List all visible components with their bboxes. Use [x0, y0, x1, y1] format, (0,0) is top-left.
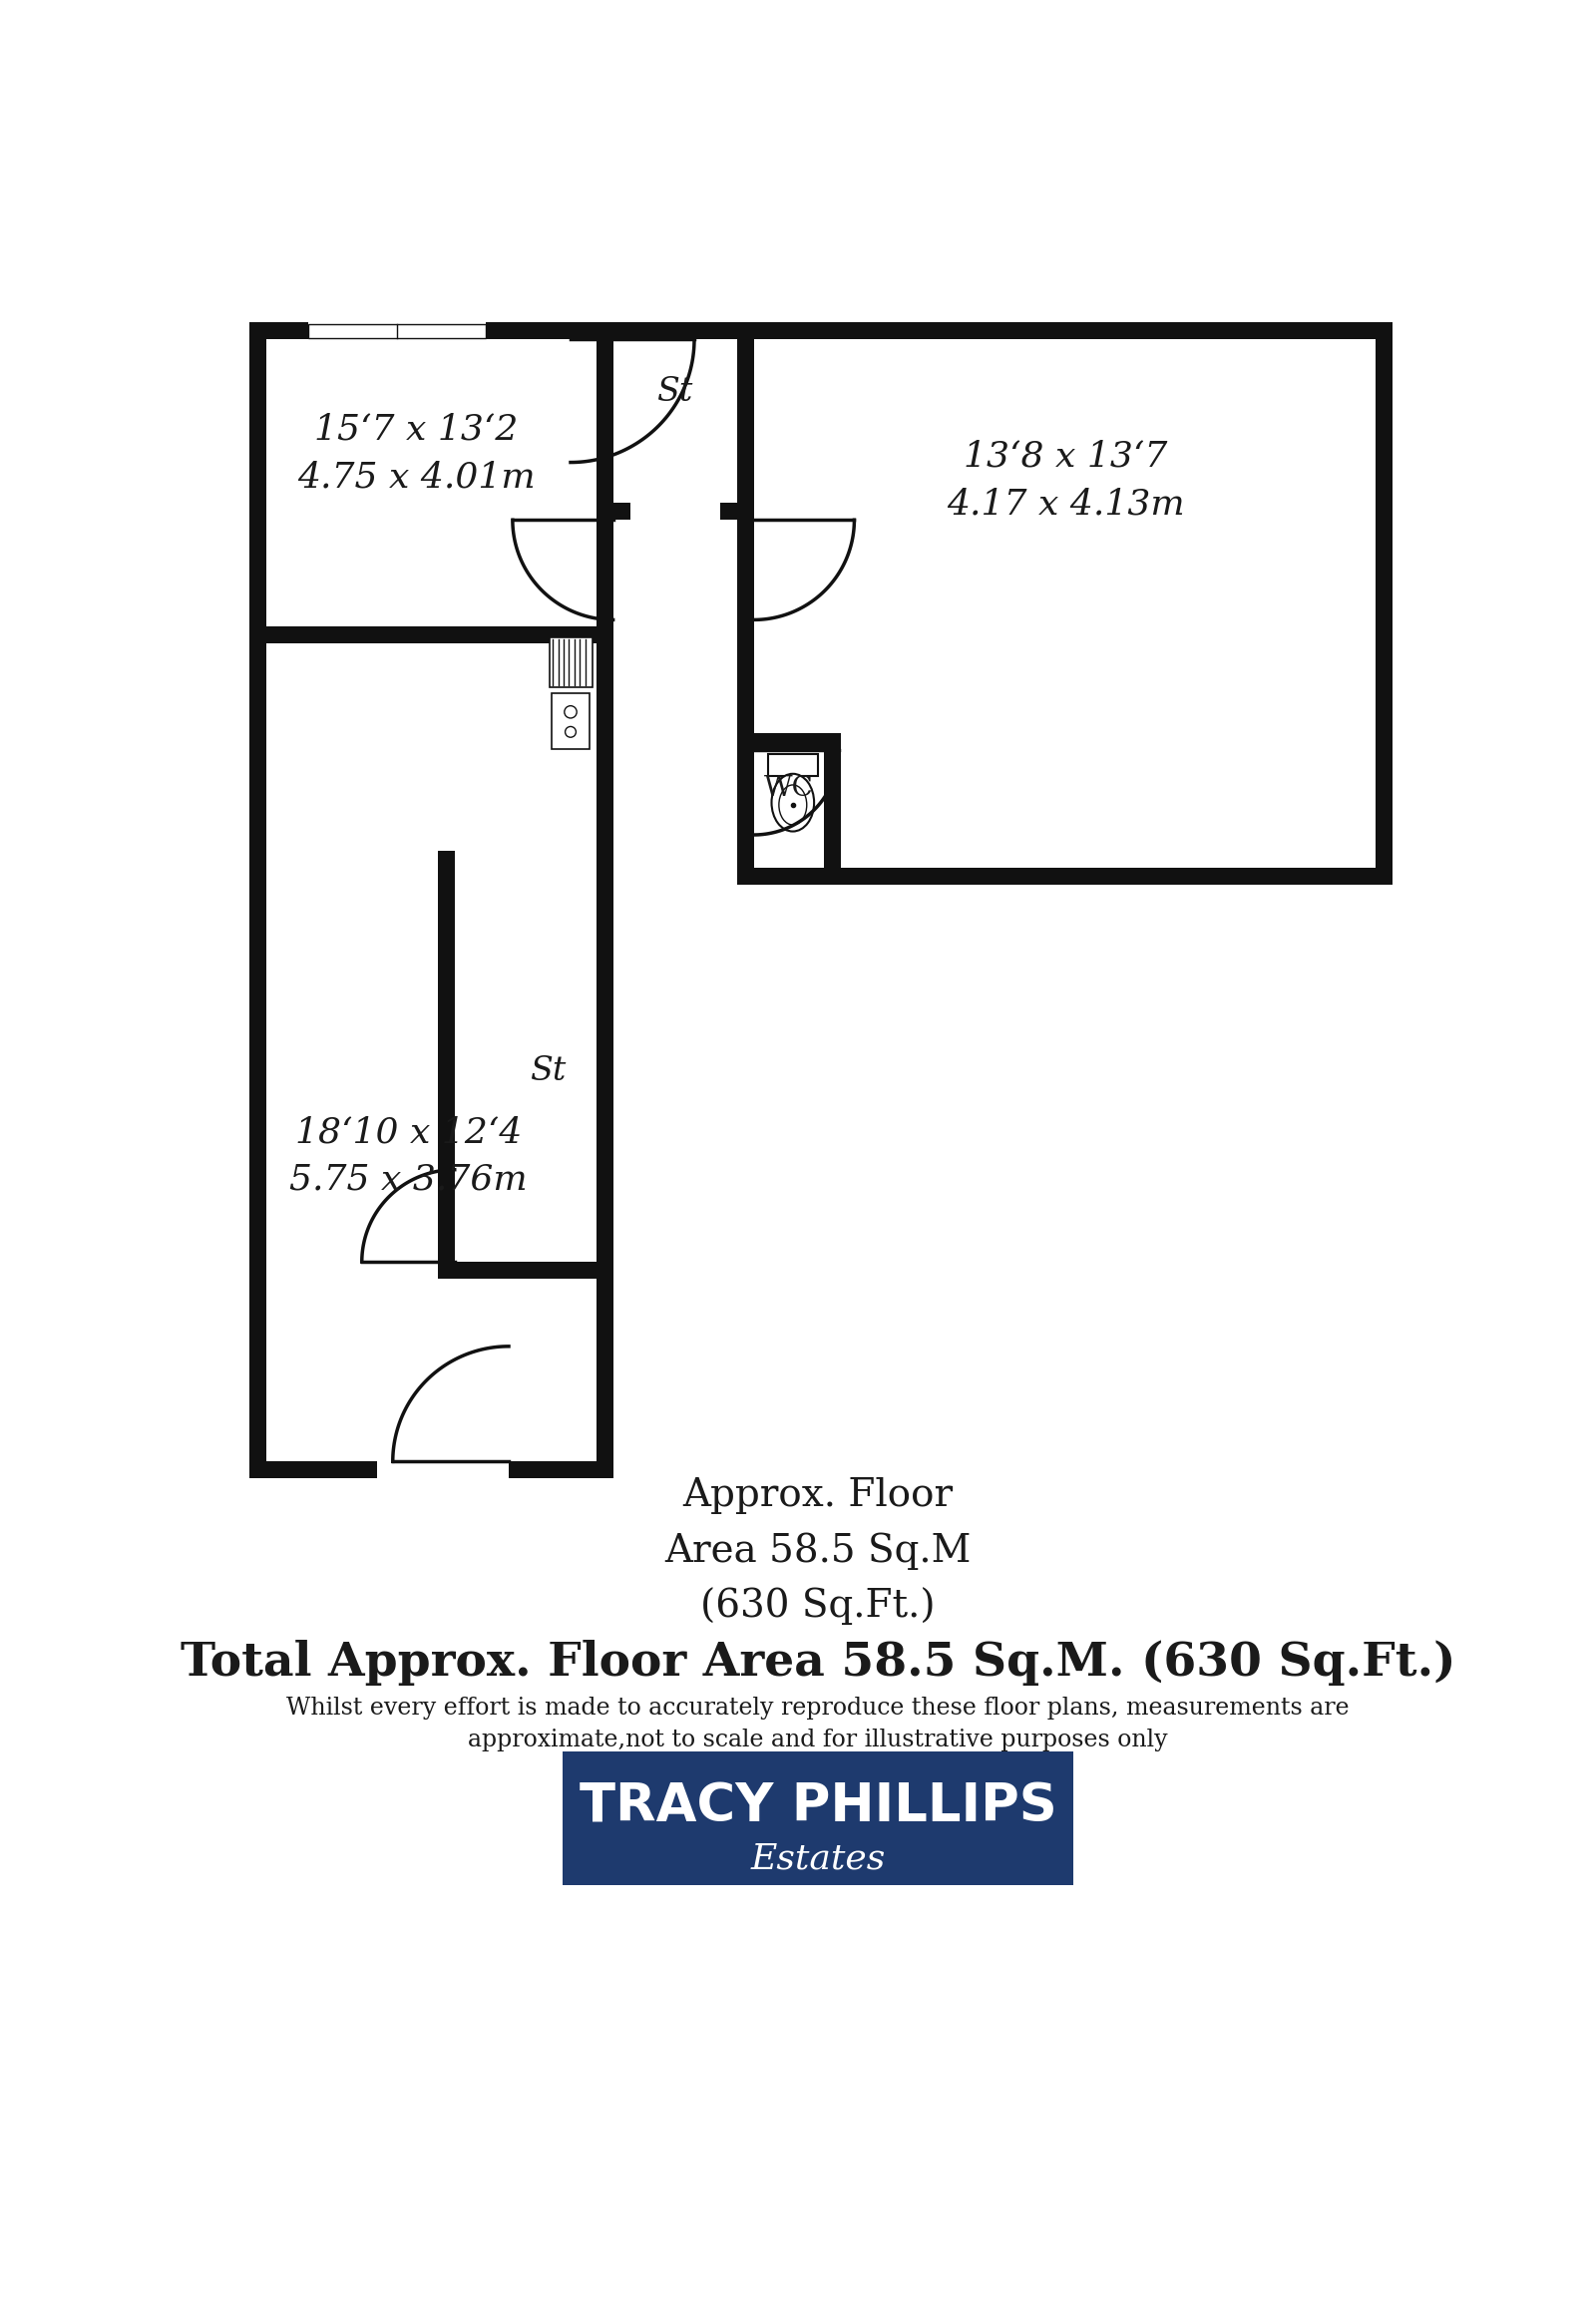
Bar — [267, 626, 613, 642]
Bar — [1376, 322, 1392, 885]
Text: Total Approx. Floor Area 58.5 Sq.M. (630 Sq.Ft.): Total Approx. Floor Area 58.5 Sq.M. (630… — [180, 1640, 1456, 1687]
Text: TRACY PHILLIPS: TRACY PHILLIPS — [579, 1782, 1057, 1833]
Text: St: St — [658, 375, 693, 408]
Bar — [377, 1462, 509, 1478]
Bar — [630, 503, 720, 519]
Bar — [737, 503, 753, 869]
Bar — [549, 637, 592, 688]
Ellipse shape — [779, 785, 806, 825]
Bar — [768, 755, 817, 776]
Bar — [595, 322, 613, 503]
Bar — [737, 322, 753, 503]
Bar — [551, 693, 591, 748]
Bar — [249, 322, 1392, 341]
Bar — [308, 324, 485, 338]
Bar — [595, 503, 753, 519]
Bar — [437, 1263, 613, 1279]
Bar — [249, 1462, 613, 1478]
Text: St: St — [530, 1057, 565, 1087]
Ellipse shape — [771, 774, 814, 832]
Text: Whilst every effort is made to accurately reproduce these floor plans, measureme: Whilst every effort is made to accuratel… — [286, 1696, 1350, 1752]
Bar — [595, 503, 613, 869]
Bar — [437, 850, 455, 1279]
Bar — [824, 734, 841, 885]
Text: 15‘7 x 13‘2
4.75 x 4.01m: 15‘7 x 13‘2 4.75 x 4.01m — [297, 412, 535, 494]
Bar — [737, 869, 1392, 885]
Bar — [737, 734, 841, 751]
Bar — [563, 1752, 1073, 1886]
Bar — [249, 322, 267, 1478]
Circle shape — [565, 707, 576, 718]
Bar — [595, 850, 613, 1478]
Text: WC: WC — [764, 776, 814, 802]
Text: 18‘10 x 12‘4
5.75 x 3.76m: 18‘10 x 12‘4 5.75 x 3.76m — [289, 1114, 527, 1196]
Bar — [308, 322, 485, 338]
Text: Approx. Floor
Area 58.5 Sq.M
(630 Sq.Ft.): Approx. Floor Area 58.5 Sq.M (630 Sq.Ft.… — [664, 1478, 972, 1624]
Circle shape — [565, 728, 576, 737]
Text: 13‘8 x 13‘7
4.17 x 4.13m: 13‘8 x 13‘7 4.17 x 4.13m — [946, 440, 1184, 521]
Text: Estates: Estates — [750, 1842, 886, 1874]
